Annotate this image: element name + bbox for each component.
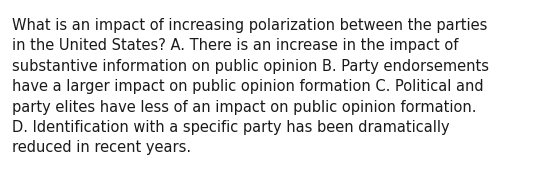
Text: What is an impact of increasing polarization between the parties
in the United S: What is an impact of increasing polariza… [12, 18, 489, 155]
